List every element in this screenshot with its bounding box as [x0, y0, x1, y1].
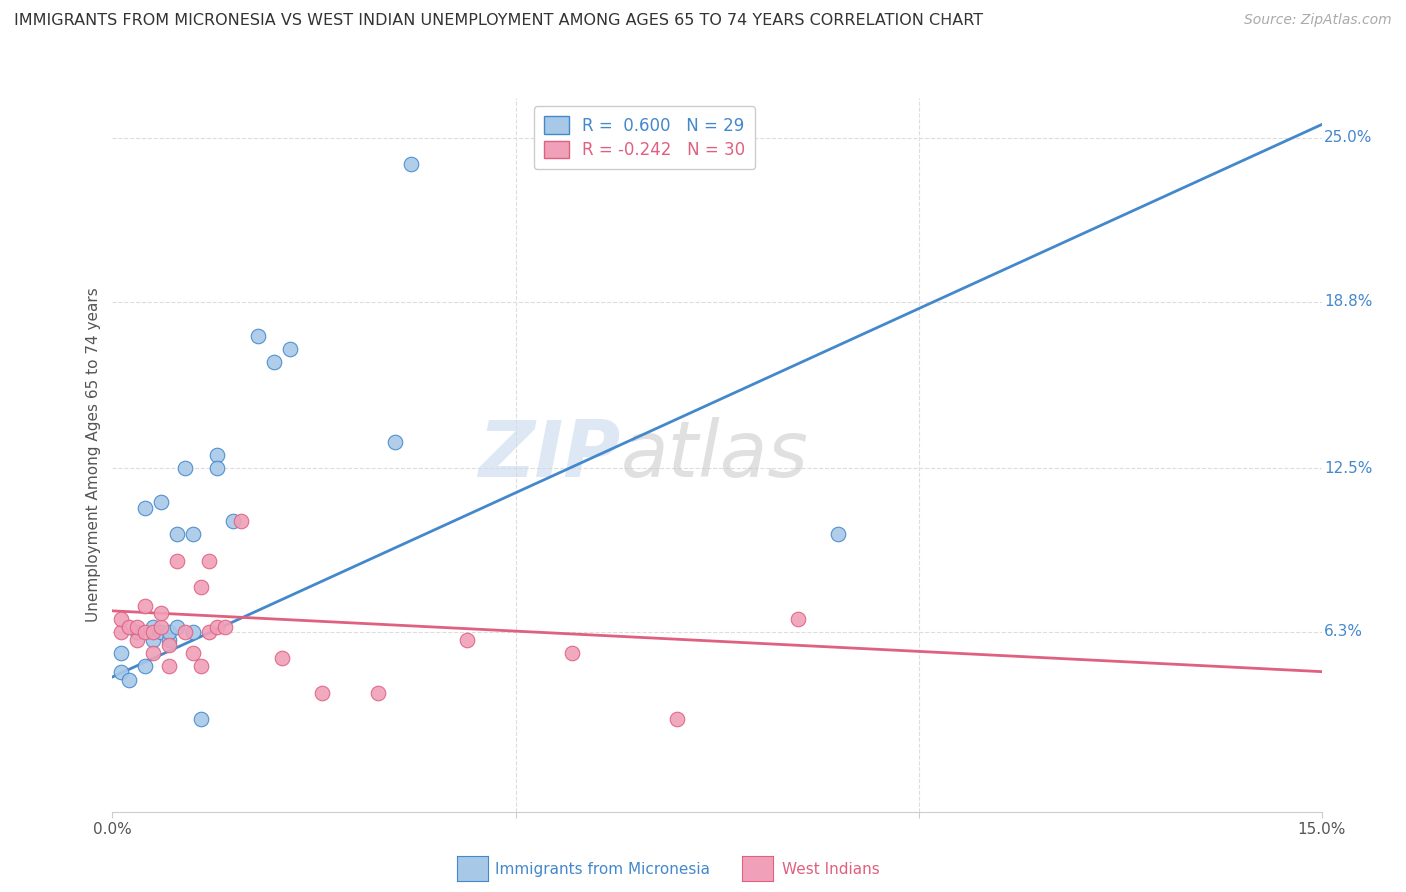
Text: ZIP: ZIP	[478, 417, 620, 493]
Text: 12.5%: 12.5%	[1324, 460, 1372, 475]
Point	[456, 632, 478, 647]
Point	[181, 646, 204, 660]
Point	[399, 157, 422, 171]
Text: 25.0%: 25.0%	[1324, 130, 1372, 145]
Point	[181, 527, 204, 541]
Point	[665, 712, 688, 726]
Point	[198, 625, 221, 640]
Point	[190, 580, 212, 594]
Point	[384, 434, 406, 449]
Point	[786, 612, 808, 626]
Text: IMMIGRANTS FROM MICRONESIA VS WEST INDIAN UNEMPLOYMENT AMONG AGES 65 TO 74 YEARS: IMMIGRANTS FROM MICRONESIA VS WEST INDIA…	[14, 13, 983, 29]
Point	[110, 625, 132, 640]
Text: atlas: atlas	[620, 417, 808, 493]
Point	[174, 625, 197, 640]
Point	[157, 625, 180, 640]
Text: West Indians: West Indians	[782, 863, 880, 877]
Legend: R =  0.600   N = 29, R = -0.242   N = 30: R = 0.600 N = 29, R = -0.242 N = 30	[534, 106, 755, 169]
Point	[166, 527, 188, 541]
Point	[207, 448, 229, 462]
Point	[125, 632, 148, 647]
Point	[697, 149, 720, 163]
Point	[142, 632, 165, 647]
Point	[157, 659, 180, 673]
Point	[231, 514, 253, 528]
Point	[207, 620, 229, 634]
Point	[149, 607, 172, 621]
Point	[117, 620, 139, 634]
Text: Source: ZipAtlas.com: Source: ZipAtlas.com	[1244, 13, 1392, 28]
Point	[181, 625, 204, 640]
Point	[270, 651, 292, 665]
Point	[134, 625, 156, 640]
Point	[142, 625, 165, 640]
Point	[134, 599, 156, 613]
Point	[367, 686, 389, 700]
Point	[110, 646, 132, 660]
Point	[190, 659, 212, 673]
Point	[110, 612, 132, 626]
Point	[110, 665, 132, 679]
Point	[561, 646, 583, 660]
Point	[125, 625, 148, 640]
Point	[157, 632, 180, 647]
Point	[125, 620, 148, 634]
Point	[166, 554, 188, 568]
Point	[134, 500, 156, 515]
Point	[149, 620, 172, 634]
Y-axis label: Unemployment Among Ages 65 to 74 years: Unemployment Among Ages 65 to 74 years	[86, 287, 101, 623]
Text: 6.3%: 6.3%	[1324, 624, 1362, 640]
Point	[142, 620, 165, 634]
Text: Immigrants from Micronesia: Immigrants from Micronesia	[495, 863, 710, 877]
Point	[174, 461, 197, 475]
Point	[134, 659, 156, 673]
Point	[149, 495, 172, 509]
Point	[311, 686, 333, 700]
Text: 18.8%: 18.8%	[1324, 294, 1372, 310]
Point	[190, 712, 212, 726]
Point	[697, 130, 720, 145]
Point	[222, 514, 245, 528]
Point	[149, 625, 172, 640]
Point	[278, 342, 301, 356]
Point	[263, 355, 285, 369]
Point	[117, 673, 139, 687]
Point	[827, 527, 849, 541]
Point	[142, 646, 165, 660]
Point	[214, 620, 236, 634]
Point	[207, 461, 229, 475]
Point	[166, 620, 188, 634]
Point	[157, 638, 180, 652]
Point	[198, 554, 221, 568]
Point	[246, 329, 269, 343]
